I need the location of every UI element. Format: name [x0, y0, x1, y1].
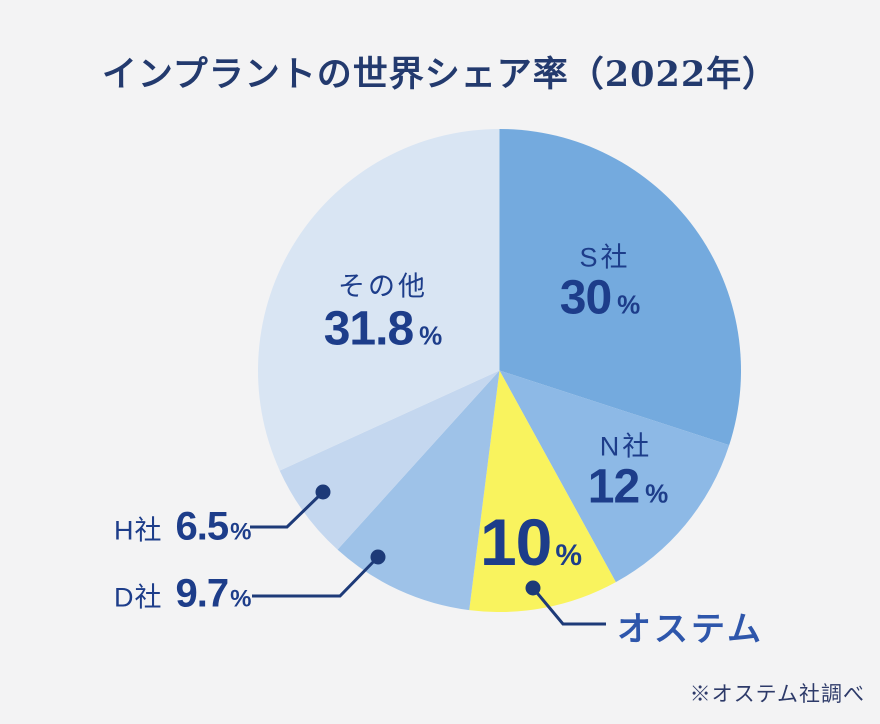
- slice-label-n: N社: [599, 431, 653, 462]
- slice-value-s-number: 30: [559, 271, 612, 325]
- slice-value-other: 31.8 %: [324, 302, 443, 357]
- percent-sign: %: [617, 289, 641, 320]
- percent-sign: %: [230, 585, 252, 613]
- slice-value-d-number: 9.7: [175, 571, 230, 616]
- callout-label-d: D社 9.7 %: [114, 572, 251, 617]
- slice-value-n-number: 12: [587, 460, 640, 514]
- percent-sign: %: [555, 539, 583, 572]
- slice-value-other-number: 31.8: [323, 302, 414, 356]
- slice-value-s: 30 %: [560, 271, 641, 326]
- pie-slice-n: [499, 370, 730, 583]
- percent-sign: %: [645, 478, 669, 509]
- slice-value-osstem-number: 10: [479, 505, 552, 579]
- pie-slice-osstem: [469, 370, 616, 612]
- callout-label-osstem: オステム: [617, 610, 764, 649]
- slice-label-h: H社: [114, 515, 163, 546]
- pie-slice-s: [499, 129, 741, 446]
- percent-sign: %: [230, 518, 252, 546]
- chart-title: インプラントの世界シェア率（2022年）: [101, 54, 779, 95]
- pie-slice-other: [258, 129, 500, 471]
- slice-label-s: S社: [579, 242, 631, 273]
- callout-label-h: H社 6.5 %: [114, 505, 251, 550]
- slice-value-osstem: 10 %: [480, 504, 582, 580]
- pie-slice-h: [279, 370, 500, 550]
- percent-sign: %: [419, 320, 443, 351]
- footnote: ※オステム社調べ: [689, 683, 865, 706]
- slice-value-h-number: 6.5: [175, 504, 230, 549]
- slice-value-n: 12 %: [588, 460, 669, 515]
- slice-label-d: D社: [114, 582, 163, 613]
- slice-label-other: その他: [338, 271, 428, 302]
